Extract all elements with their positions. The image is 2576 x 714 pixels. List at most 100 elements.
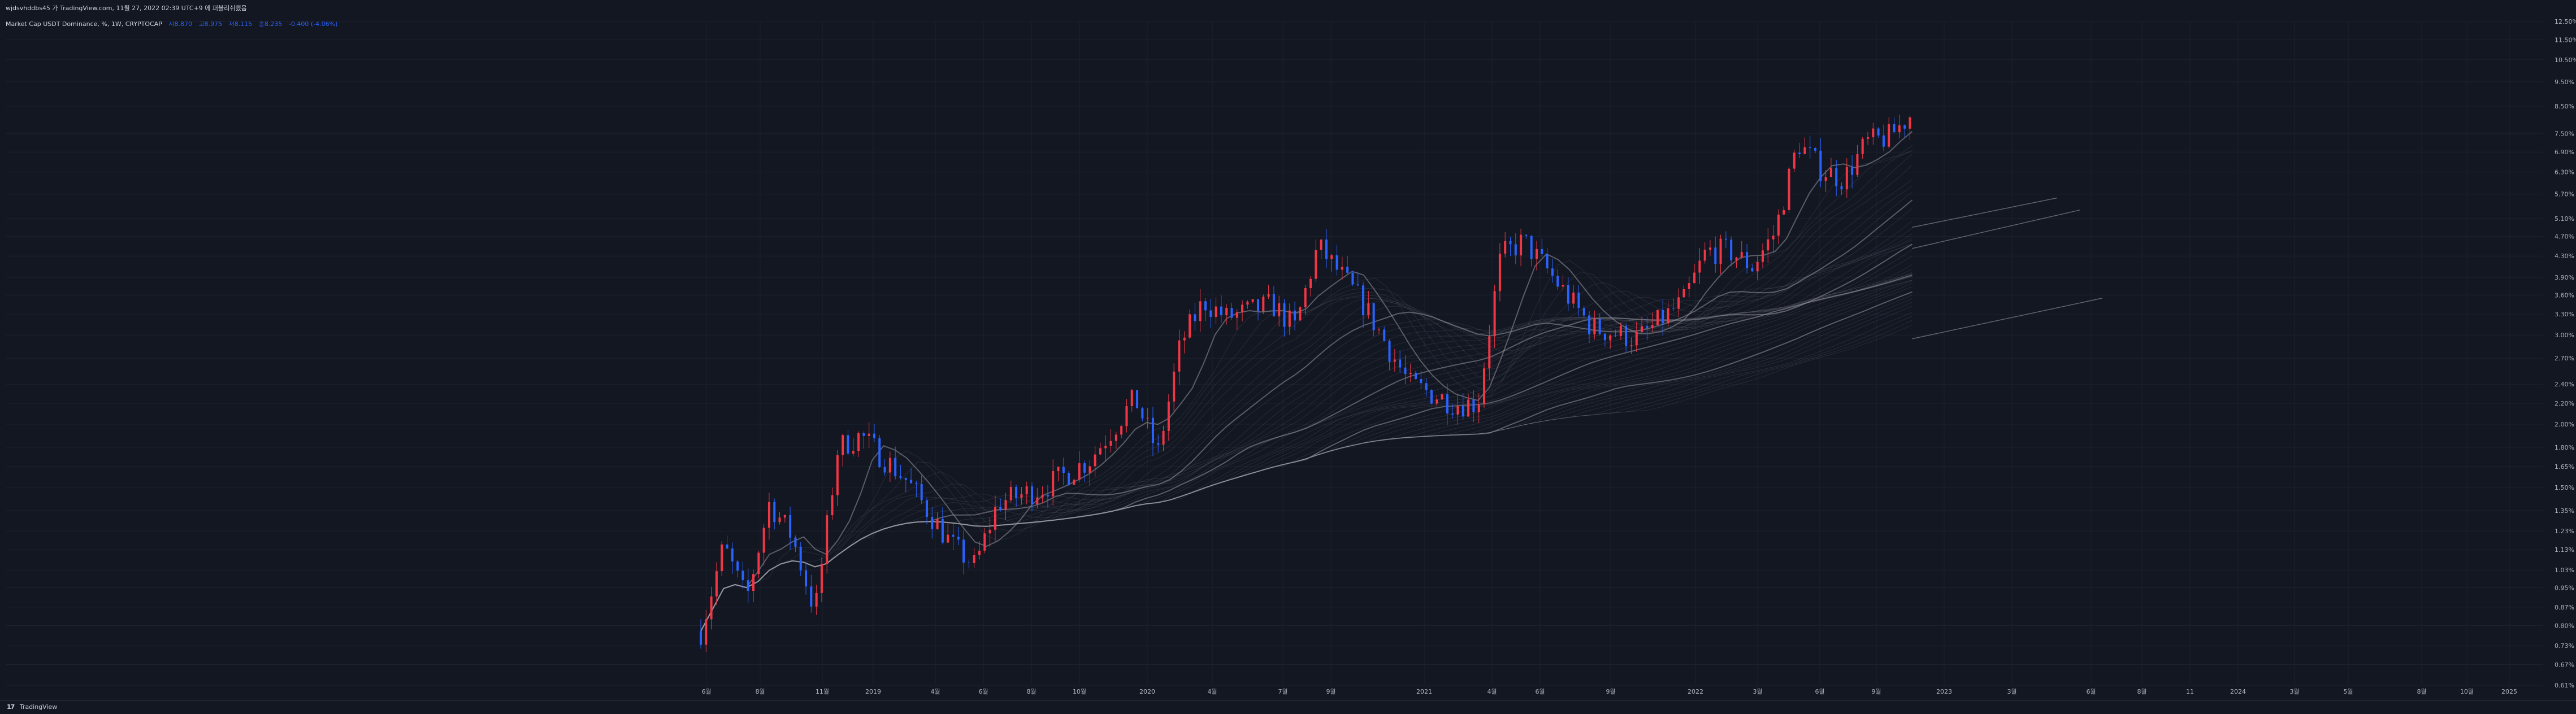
ribbon-line — [700, 280, 1913, 632]
ribbon-line — [700, 150, 1913, 632]
candle-body — [1714, 247, 1717, 264]
candle-body — [1482, 368, 1485, 404]
ribbon-line — [700, 275, 1913, 632]
y-tick-label: 6.90% — [2555, 149, 2574, 156]
y-tick-label: 1.03% — [2555, 567, 2574, 574]
candle-body — [1125, 406, 1128, 426]
ribbon-line — [700, 273, 1913, 632]
candle-body — [752, 574, 755, 591]
candle-body — [1251, 299, 1254, 302]
candle-body — [1693, 272, 1696, 284]
x-tick-label: 8월 — [2137, 688, 2146, 695]
candle-body — [1835, 168, 1838, 186]
candle-body — [1436, 399, 1438, 404]
candle-body — [1751, 268, 1754, 272]
ribbon-line — [700, 154, 1913, 632]
y-tick-label: 10.50% — [2555, 56, 2576, 64]
tradingview-logo-icon: 17 — [7, 703, 15, 711]
ribbon-line — [700, 179, 1913, 632]
candle-body — [1698, 260, 1701, 273]
time-axis: 6월 8월 11월 2019 4월 6월 8월 10월 2020 4월 7월 9월 2021 4월 6월 9월… — [701, 688, 2517, 695]
candle-body — [1688, 283, 1690, 289]
ribbon-line — [700, 244, 1913, 632]
y-tick-label: 0.61% — [2555, 682, 2574, 689]
x-tick-label: 10월 — [2460, 688, 2474, 695]
candle-body — [1294, 310, 1296, 321]
candle-body — [1819, 150, 1822, 181]
candle-body — [1220, 306, 1222, 316]
candle-body — [1136, 390, 1139, 408]
candle-body — [1004, 500, 1007, 510]
candle-body — [1662, 310, 1664, 324]
ribbon-line — [700, 280, 1913, 632]
candle-body — [1073, 480, 1075, 485]
candle-body — [1230, 308, 1233, 318]
candle-body — [1377, 329, 1380, 330]
candle-body — [1052, 471, 1055, 497]
candle-body — [1630, 345, 1633, 346]
candle-body — [747, 580, 749, 591]
candle-body — [1724, 238, 1727, 240]
x-tick-label: 3월 — [2007, 688, 2016, 695]
candle-body — [1682, 289, 1685, 298]
candle-body — [1667, 308, 1669, 324]
moving-average-ribbon — [700, 130, 2103, 632]
ribbon-line — [700, 233, 1913, 632]
candle-body — [1851, 167, 1854, 175]
candle-body — [1477, 404, 1480, 412]
candle-body — [1746, 252, 1749, 268]
candle-body — [773, 502, 776, 523]
candle-body — [1824, 177, 1827, 181]
candle-body — [1577, 292, 1580, 308]
candle-body — [1114, 434, 1117, 441]
candle-body — [1162, 430, 1165, 445]
candle-body — [1099, 448, 1101, 455]
candle-body — [1078, 463, 1081, 480]
y-tick-label: 8.50% — [2555, 103, 2574, 110]
y-tick-label: 4.70% — [2555, 233, 2574, 241]
candle-body — [1325, 240, 1328, 259]
candle-body — [1083, 463, 1086, 473]
candle-body — [1867, 137, 1870, 139]
candle-body — [1183, 337, 1186, 341]
candle-body — [888, 458, 891, 473]
candle-body — [1199, 301, 1202, 321]
ribbon-line — [700, 272, 1913, 632]
candle-body — [1246, 302, 1249, 305]
candle-body — [978, 550, 981, 555]
candle-body — [1772, 236, 1775, 240]
candle-body — [1141, 408, 1144, 419]
price-chart[interactable]: 12.50% 11.50% 10.50% 9.50% 8.50% 7.50% 6.90% 6.… — [0, 16, 2576, 699]
candle-body — [1903, 125, 1906, 129]
candle-body — [1025, 486, 1028, 494]
ribbon-line — [700, 145, 1913, 632]
candle-body — [1530, 236, 1533, 259]
candle-body — [1267, 294, 1270, 297]
candle-body — [1856, 154, 1859, 175]
candle-body — [973, 555, 975, 563]
legend-low: 저8.115 — [228, 20, 253, 28]
candle-body — [1672, 308, 1675, 309]
candle-body — [1409, 372, 1412, 375]
candle-body — [1888, 124, 1890, 147]
y-tick-label: 1.23% — [2555, 528, 2574, 535]
y-tick-label: 1.35% — [2555, 507, 2574, 515]
y-tick-label: 2.20% — [2555, 400, 2574, 407]
legend-symbol[interactable]: Market Cap USDT Dominance, %, 1W, CRYPTO… — [6, 20, 162, 28]
ribbon-projection-line — [1912, 197, 2058, 228]
ribbon-line — [700, 274, 1913, 632]
y-tick-label: 9.50% — [2555, 79, 2574, 86]
candle-body — [1015, 486, 1018, 498]
candle-body — [1351, 272, 1354, 285]
ribbon-line — [700, 228, 1913, 632]
candle-body — [1514, 244, 1517, 256]
candle-body — [847, 435, 849, 454]
x-tick-label: 2019 — [865, 688, 881, 695]
candle-body — [1829, 168, 1832, 177]
candle-body — [1556, 276, 1559, 287]
candle-body — [1509, 241, 1512, 245]
candle-body — [794, 537, 797, 547]
candle-body — [815, 593, 818, 607]
y-tick-label: 1.50% — [2555, 484, 2574, 491]
candle-body — [1525, 234, 1528, 236]
